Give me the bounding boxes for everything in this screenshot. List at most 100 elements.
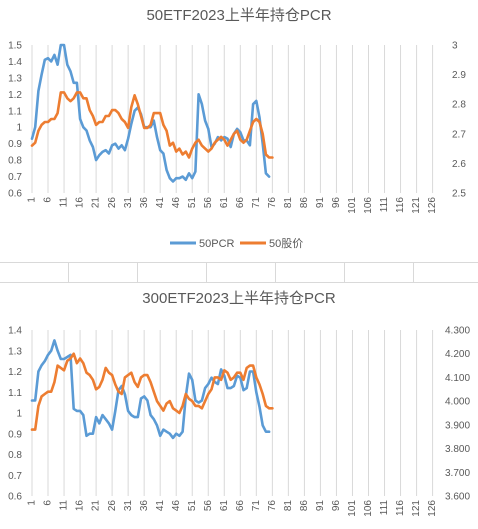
chart-300etf-svg: 300ETF2023上半年持仓PCR 0.6 0.7 0.8 0.9 1 1.1 1.2 1.…	[8, 290, 470, 517]
x-tick-label: 1	[27, 197, 38, 203]
series-lines	[30, 339, 274, 440]
x-gridlines	[31, 330, 434, 496]
x-tick-label: 16	[75, 500, 86, 512]
x-tick-label: 66	[235, 500, 246, 512]
right-y-tick-label: 3.600	[445, 492, 470, 503]
x-tick-label: 46	[171, 197, 182, 209]
x-tick-label: 1	[27, 500, 38, 506]
right-y-axis-tick-labels: 3.600 3.700 3.800 3.900 4.000 4.100 4.200 4.300	[445, 326, 470, 503]
left-y-tick-label: 1.2	[8, 90, 22, 101]
chart-50etf-svg: 50ETF2023上半年持仓PCR 0.6 0.7 0.8 0.9 1 1.1 1.2 1.3…	[8, 7, 466, 250]
x-tick-label: 36	[139, 500, 150, 512]
x-tick-label: 81	[283, 197, 294, 209]
x-tick-label: 71	[251, 197, 262, 209]
right-y-tick-label: 3.800	[445, 444, 470, 455]
x-tick-label: 81	[283, 500, 294, 512]
x-tick-label: 106	[363, 197, 374, 214]
right-y-tick-label: 3	[452, 41, 458, 52]
x-axis-tick-labels: 1 6 11 16 21 26 31 36 41 46 51 56 61 66 71 76 81 86 91 96 10…	[27, 197, 439, 214]
x-tick-label: 26	[107, 197, 118, 209]
x-tick-label: 61	[219, 500, 230, 512]
x-tick-label: 96	[331, 500, 342, 512]
x-tick-label: 26	[107, 500, 118, 512]
right-y-tick-label: 2.6	[452, 159, 466, 170]
x-tick-label: 116	[395, 197, 406, 213]
x-tick-label: 6	[43, 197, 54, 203]
left-y-tick-label: 0.9	[8, 139, 22, 150]
chart-legend: 50PCR 50股价	[170, 237, 303, 250]
right-y-tick-label: 4.200	[445, 349, 470, 360]
left-y-tick-label: 1	[16, 409, 22, 420]
x-tick-label: 96	[331, 197, 342, 209]
x-tick-label: 41	[155, 197, 166, 209]
left-y-tick-label: 1.2	[8, 367, 22, 378]
x-tick-label: 51	[187, 197, 198, 209]
left-y-tick-label: 0.9	[8, 429, 22, 440]
left-y-tick-label: 1.1	[8, 106, 22, 117]
legend-label-50price: 50股价	[269, 237, 303, 250]
left-y-tick-label: 0.8	[8, 450, 22, 461]
x-tick-label: 61	[219, 197, 230, 209]
x-tick-label: 101	[347, 500, 358, 517]
left-y-tick-label: 1.3	[8, 346, 22, 357]
chart-title: 300ETF2023上半年持仓PCR	[142, 290, 336, 307]
x-tick-label: 56	[203, 197, 214, 209]
legend-label-50pcr: 50PCR	[199, 238, 235, 250]
x-tick-label: 111	[379, 197, 390, 213]
x-gridlines	[31, 45, 434, 193]
x-tick-label: 111	[379, 500, 390, 516]
x-tick-label: 91	[315, 197, 326, 209]
x-tick-label: 116	[395, 500, 406, 516]
x-tick-label: 56	[203, 500, 214, 512]
chart-title: 50ETF2023上半年持仓PCR	[146, 7, 331, 24]
series-lines	[30, 43, 274, 183]
left-y-tick-label: 1.1	[8, 388, 22, 399]
x-tick-label: 41	[155, 500, 166, 512]
left-y-axis-tick-labels: 0.6 0.7 0.8 0.9 1 1.1 1.2 1.3 1.4	[8, 326, 22, 503]
right-y-tick-label: 2.9	[452, 70, 466, 81]
x-tick-label: 71	[251, 500, 262, 512]
left-y-tick-label: 0.7	[8, 172, 22, 183]
x-tick-label: 46	[171, 500, 182, 512]
x-tick-label: 86	[299, 500, 310, 512]
x-tick-label: 11	[59, 500, 70, 511]
x-tick-label: 31	[123, 500, 134, 512]
x-tick-label: 106	[363, 500, 374, 517]
x-tick-label: 16	[75, 197, 86, 209]
series-line-price	[30, 352, 274, 431]
left-y-tick-label: 1	[16, 123, 22, 134]
right-y-tick-label: 4.000	[445, 397, 470, 408]
left-y-tick-label: 0.7	[8, 471, 22, 482]
x-tick-label: 76	[267, 197, 278, 209]
x-tick-label: 31	[123, 197, 134, 209]
right-y-tick-label: 2.8	[452, 100, 466, 111]
x-tick-label: 11	[59, 197, 70, 208]
x-tick-label: 86	[299, 197, 310, 209]
x-tick-label: 91	[315, 500, 326, 512]
x-axis-tick-labels: 1 6 11 16 21 26 31 36 41 46 51 56 61 66 71 76 81 86 91 96 10…	[27, 500, 439, 517]
x-tick-label: 21	[91, 197, 102, 209]
x-tick-label: 101	[347, 197, 358, 214]
right-y-tick-label: 2.5	[452, 189, 466, 200]
x-tick-label: 76	[267, 500, 278, 512]
left-y-tick-label: 0.6	[8, 189, 22, 200]
left-y-tick-label: 1.4	[8, 326, 22, 337]
series-line-pcr	[30, 43, 271, 183]
left-y-tick-label: 1.3	[8, 73, 22, 84]
right-y-tick-label: 4.100	[445, 373, 470, 384]
left-y-tick-label: 0.6	[8, 492, 22, 503]
x-tick-label: 121	[411, 197, 422, 214]
left-y-axis-tick-labels: 0.6 0.7 0.8 0.9 1 1.1 1.2 1.3 1.4 1.5	[8, 41, 22, 200]
left-y-tick-label: 0.8	[8, 156, 22, 167]
x-tick-label: 126	[427, 197, 438, 214]
x-tick-label: 66	[235, 197, 246, 209]
x-tick-label: 36	[139, 197, 150, 209]
x-tick-label: 126	[427, 500, 438, 517]
right-y-tick-label: 3.900	[445, 420, 470, 431]
right-y-axis-tick-labels: 2.5 2.6 2.7 2.8 2.9 3	[452, 41, 466, 200]
x-tick-label: 121	[411, 500, 422, 517]
x-tick-label: 51	[187, 500, 198, 512]
spreadsheet-gridlines	[0, 262, 478, 283]
right-y-tick-label: 2.7	[452, 129, 466, 140]
chart-50etf-pcr: 50ETF2023上半年持仓PCR 0.6 0.7 0.8 0.9 1 1.1 1.2 1.3…	[0, 0, 478, 262]
